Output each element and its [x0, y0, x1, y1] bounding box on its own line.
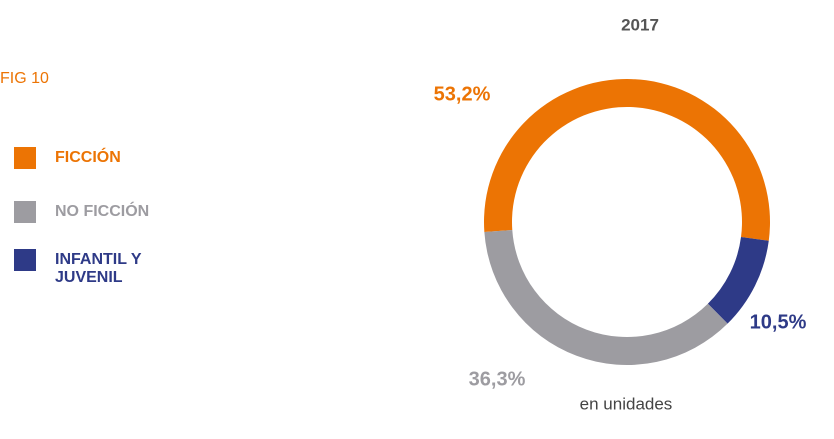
donut-segment [484, 79, 770, 241]
legend-label: INFANTIL Y JUVENIL [55, 251, 142, 286]
legend-label: NO FICCIÓN [55, 203, 150, 220]
chart-title: 2017 [621, 15, 659, 34]
legend-label: FICCIÓN [55, 149, 121, 166]
donut-segment [484, 230, 728, 366]
value-label: 10,5% [750, 311, 807, 333]
value-label: 53,2% [434, 83, 491, 105]
legend-swatch [14, 249, 36, 271]
legend-swatch [14, 147, 36, 169]
value-label: 36,3% [469, 368, 526, 390]
legend-swatch [14, 201, 36, 223]
note: en unidades [580, 394, 673, 413]
donut-segment [707, 237, 769, 324]
figure-label: FIG 10 [0, 70, 49, 87]
